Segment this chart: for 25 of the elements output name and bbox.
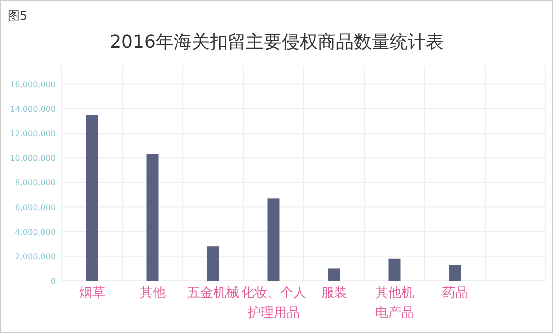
bar (146, 154, 159, 281)
x-tick-label: 化妆、个人护理用品 (241, 286, 306, 321)
x-tick-label: 药品 (442, 286, 468, 301)
y-tick-label: 8,000,000 (15, 178, 56, 188)
x-tick-label: 其他机电产品 (375, 286, 414, 321)
bar (449, 265, 462, 281)
bar (388, 258, 401, 281)
y-tick-label: 4,000,000 (15, 228, 56, 237)
caption: 图5 (8, 9, 28, 23)
y-tick-label: 10,000,000 (10, 154, 56, 164)
x-tick-label: 其他 (140, 286, 166, 301)
bar (86, 115, 98, 281)
x-tick-label: 五金机械 (187, 286, 240, 301)
x-tick-label: 服装 (321, 286, 348, 301)
y-tick-label: 16,000,000 (10, 80, 56, 90)
y-tick-label: 0 (50, 277, 56, 286)
x-tick-label: 烟草 (79, 286, 106, 301)
y-tick-label: 14,000,000 (10, 105, 56, 114)
bar (328, 268, 340, 281)
y-tick-label: 12,000,000 (10, 130, 56, 139)
chart-title: 2016年海关扣留主要侵权商品数量统计表 (110, 32, 444, 53)
y-tick-label: 6,000,000 (15, 203, 56, 212)
bar (268, 198, 280, 281)
bar (207, 246, 220, 281)
y-tick-label: 2,000,000 (15, 252, 56, 262)
